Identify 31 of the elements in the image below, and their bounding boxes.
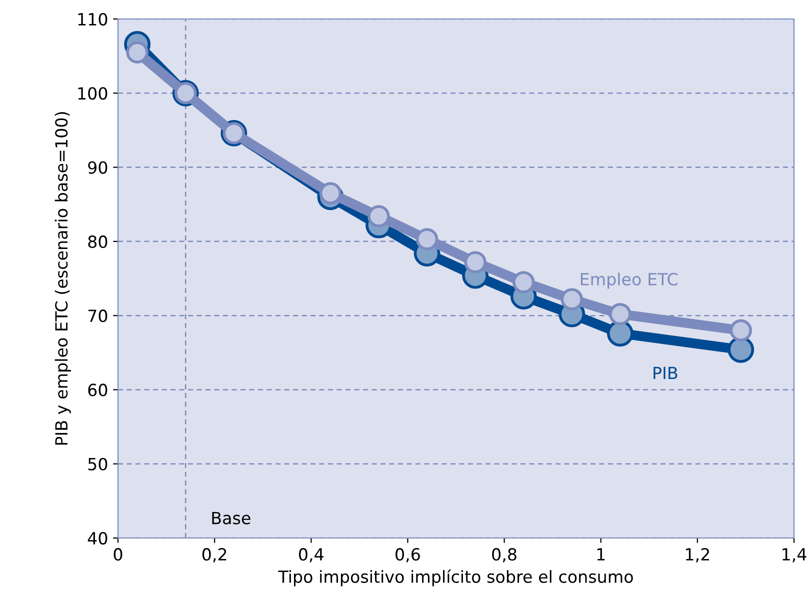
point — [560, 288, 583, 310]
x-tick-label: 0,2 — [202, 548, 226, 562]
ref-line-label: Base — [212, 512, 250, 524]
y-tick-label: 40 — [88, 532, 108, 545]
series-label: Empleo ETC — [580, 272, 678, 289]
point — [730, 319, 752, 342]
y-tick-label: 70 — [88, 310, 108, 322]
y-tick-label: 110 — [78, 12, 108, 26]
x-tick-label: 0,8 — [492, 548, 516, 562]
point — [319, 182, 342, 204]
point — [606, 320, 634, 347]
point — [609, 302, 632, 326]
x-tick-label: 1,4 — [782, 548, 806, 562]
x-axis-title: Tipo impositivo implícito sobre el consumo — [278, 569, 633, 586]
y-axis-title: PIB y empleo ETC (escenario base=100) — [54, 112, 71, 445]
point — [126, 41, 148, 64]
point — [416, 228, 438, 250]
x-tick-label: 0,4 — [298, 548, 324, 562]
point — [368, 205, 390, 228]
y-tick-label: 50 — [88, 458, 108, 470]
x-tick-label: 0,6 — [396, 548, 420, 562]
point — [464, 251, 486, 274]
point — [512, 271, 535, 294]
y-tick-label: 60 — [88, 384, 108, 396]
x-tick-label: 1 — [597, 548, 605, 560]
y-tick-label: 90 — [88, 161, 108, 174]
x-tick-label: 1,2 — [686, 548, 710, 562]
x-tick-label: 0 — [114, 548, 122, 561]
y-tick-label: 80 — [88, 235, 108, 248]
series-label: PIB — [654, 366, 678, 380]
y-tick-label: 100 — [78, 87, 108, 100]
